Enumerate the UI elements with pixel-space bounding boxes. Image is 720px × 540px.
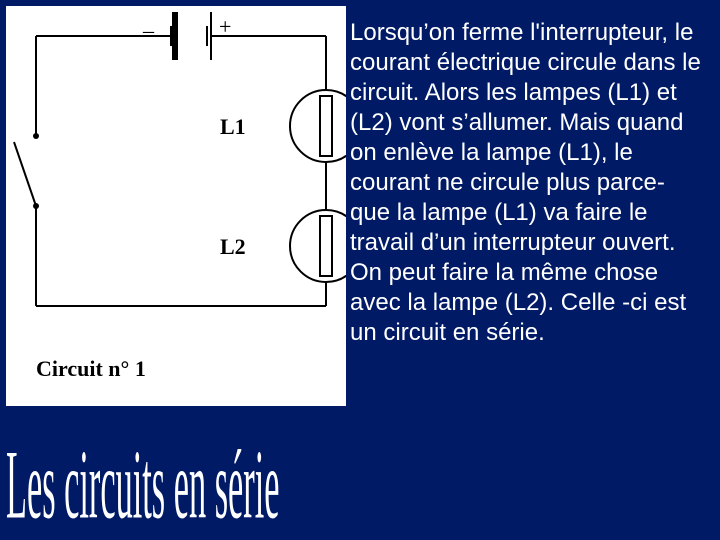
diagram-caption: Circuit n° 1 bbox=[36, 356, 146, 381]
lamp-label-l1: L1 bbox=[220, 114, 246, 139]
lamp-label-l2: L2 bbox=[220, 234, 246, 259]
circuit-diagram-panel: _ + L1 L2 Circuit n° 1 bbox=[6, 6, 346, 406]
minus-label: _ bbox=[142, 10, 155, 35]
explanation-text: Lorsqu’on ferme l'interrupteur, le coura… bbox=[350, 18, 710, 348]
circuit-svg: _ + L1 L2 Circuit n° 1 bbox=[6, 6, 346, 406]
slide: _ + L1 L2 Circuit n° 1 Lorsqu’on ferme l'int… bbox=[0, 0, 720, 540]
plus-label: + bbox=[219, 14, 231, 39]
slide-title: Les circuits en série bbox=[6, 430, 279, 540]
